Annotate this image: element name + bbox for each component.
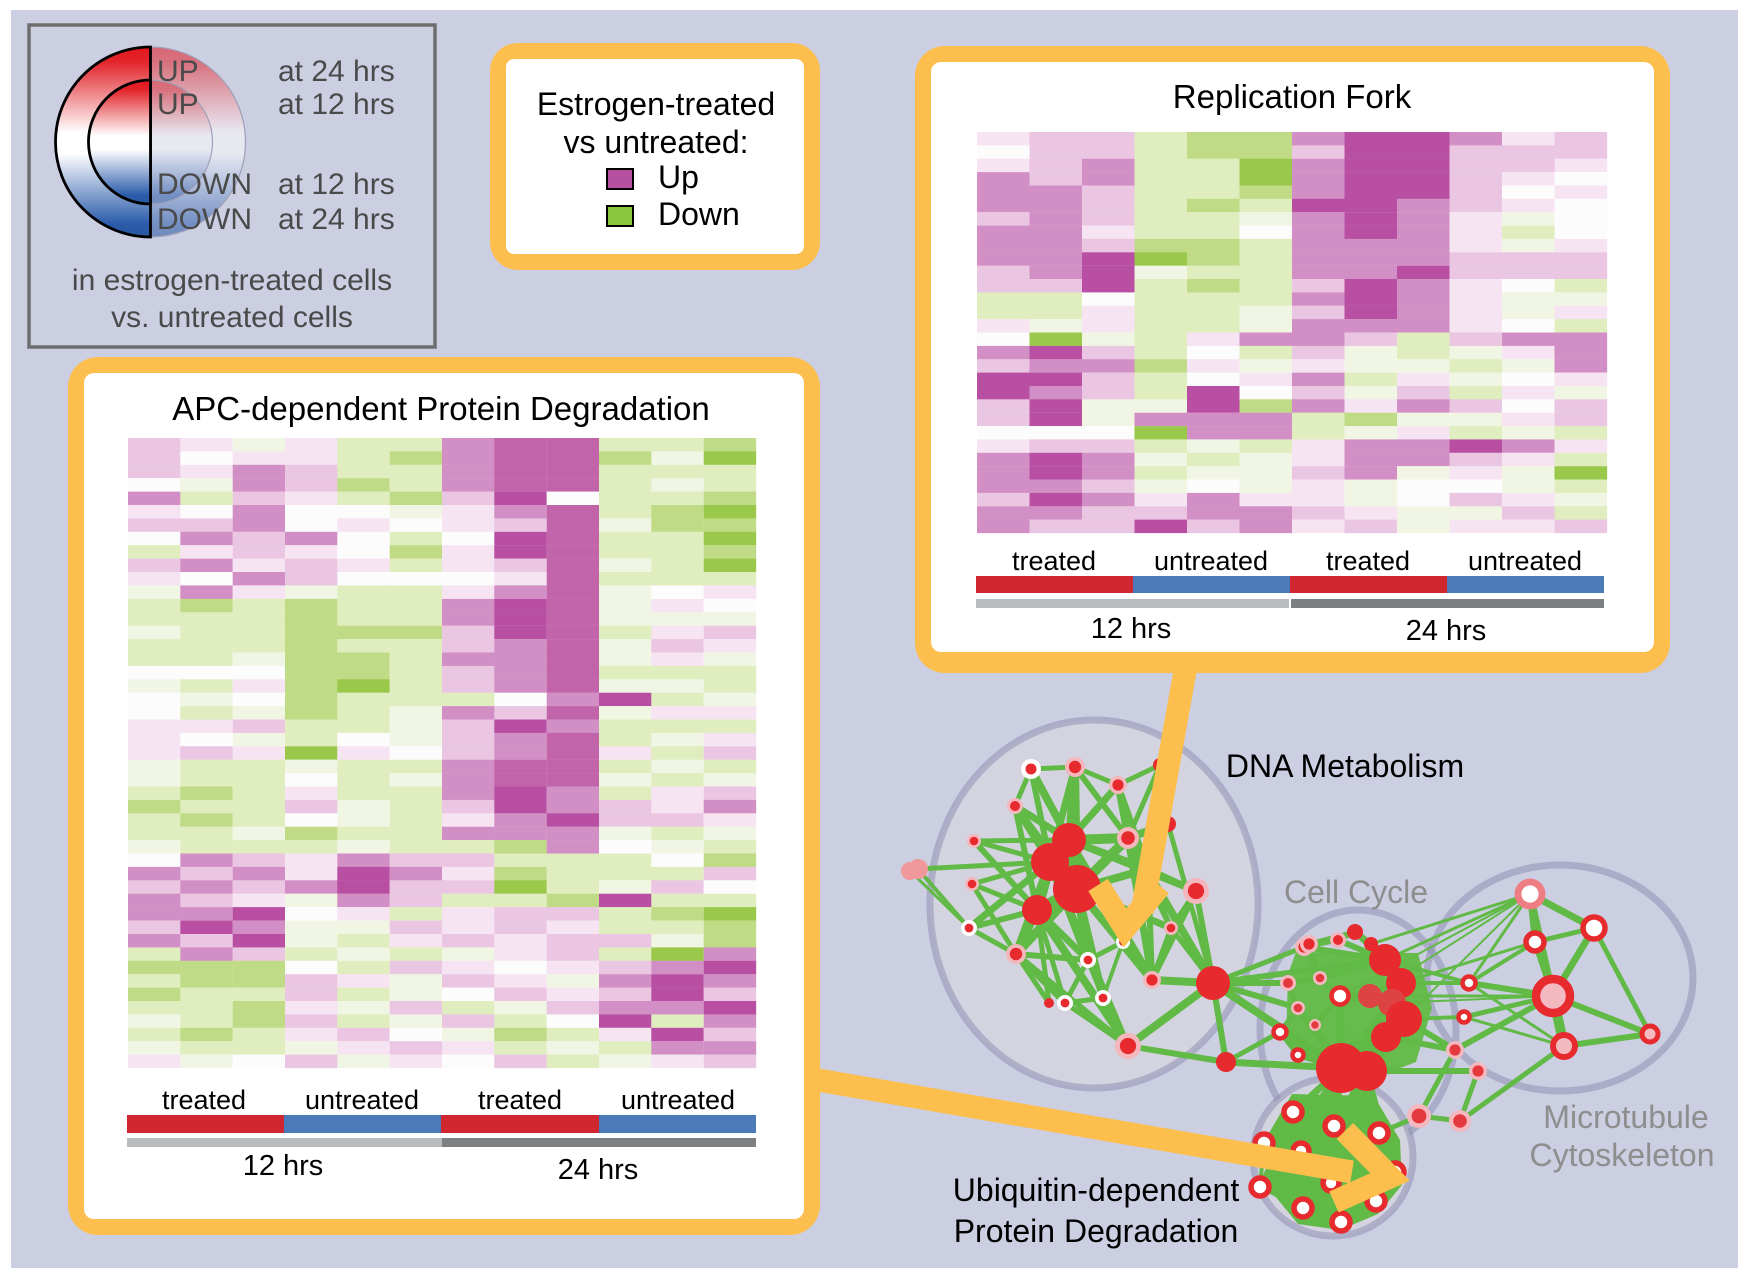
svg-text:Up: Up: [658, 159, 699, 195]
svg-text:12 hrs: 12 hrs: [243, 1150, 324, 1182]
svg-text:Protein Degradation: Protein Degradation: [954, 1213, 1239, 1249]
svg-text:DNA Metabolism: DNA Metabolism: [1226, 748, 1464, 784]
svg-text:untreated: untreated: [1468, 546, 1582, 576]
svg-text:at 24 hrs: at 24 hrs: [278, 203, 395, 236]
svg-text:untreated: untreated: [305, 1085, 419, 1115]
svg-text:vs. untreated cells: vs. untreated cells: [111, 301, 353, 334]
svg-text:untreated: untreated: [1154, 546, 1268, 576]
svg-text:24 hrs: 24 hrs: [1406, 615, 1487, 647]
svg-text:24 hrs: 24 hrs: [558, 1154, 639, 1186]
svg-text:treated: treated: [478, 1085, 562, 1115]
svg-text:treated: treated: [1326, 546, 1410, 576]
svg-text:Cytoskeleton: Cytoskeleton: [1530, 1137, 1715, 1173]
svg-text:at 24 hrs: at 24 hrs: [278, 55, 395, 88]
svg-text:Down: Down: [658, 196, 740, 232]
svg-text:treated: treated: [162, 1085, 246, 1115]
svg-text:Estrogen-treated: Estrogen-treated: [537, 86, 775, 122]
svg-text:UP: UP: [157, 88, 199, 121]
svg-text:Cell Cycle: Cell Cycle: [1284, 874, 1428, 910]
svg-text:in estrogen-treated cells: in estrogen-treated cells: [72, 264, 392, 297]
svg-text:at 12 hrs: at 12 hrs: [278, 88, 395, 121]
svg-text:at 12 hrs: at 12 hrs: [278, 168, 395, 201]
svg-text:Replication Fork: Replication Fork: [1173, 78, 1412, 115]
svg-text:Ubiquitin-dependent: Ubiquitin-dependent: [953, 1172, 1240, 1208]
svg-text:vs untreated:: vs untreated:: [564, 124, 749, 160]
svg-text:treated: treated: [1012, 546, 1096, 576]
svg-text:untreated: untreated: [621, 1085, 735, 1115]
svg-text:DOWN: DOWN: [157, 203, 252, 236]
svg-text:12 hrs: 12 hrs: [1091, 613, 1172, 645]
svg-text:DOWN: DOWN: [157, 168, 252, 201]
svg-text:APC-dependent Protein Degradat: APC-dependent Protein Degradation: [172, 390, 710, 427]
svg-text:Microtubule: Microtubule: [1543, 1099, 1708, 1135]
svg-text:UP: UP: [157, 55, 199, 88]
